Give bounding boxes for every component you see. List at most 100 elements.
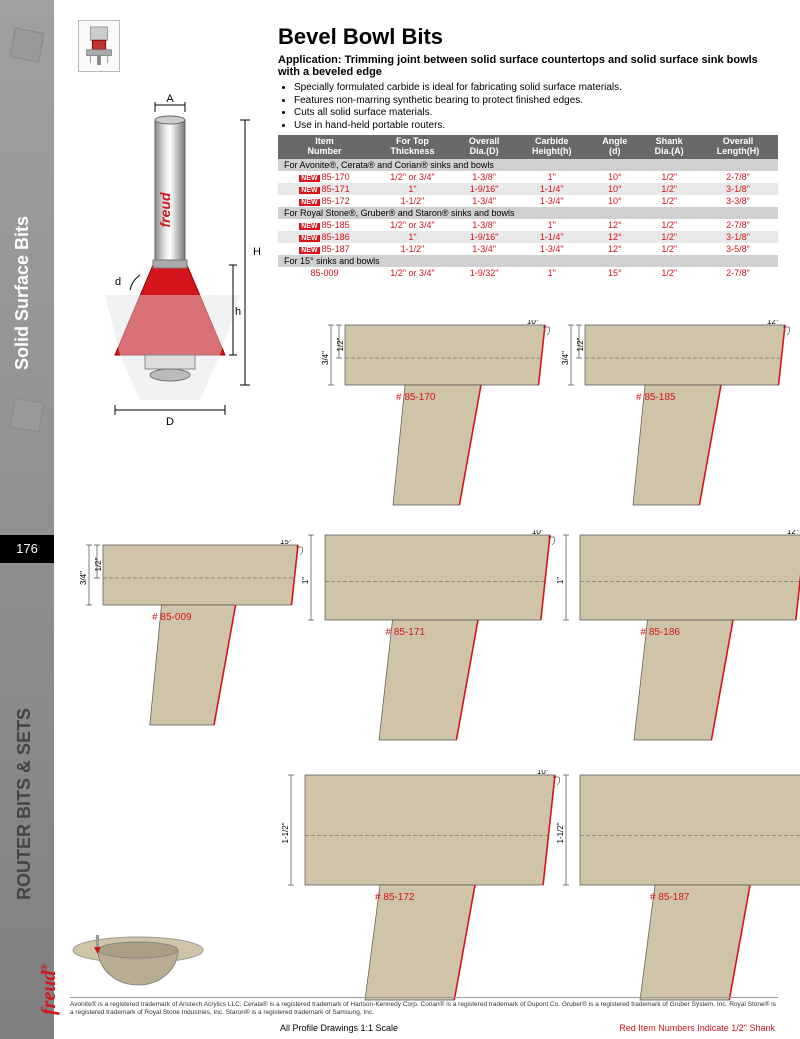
trademark-footnote: Avonite® is a registered trademark of Ar… <box>70 997 778 1017</box>
page-number: 176 <box>0 535 54 563</box>
table-cell: 12° <box>589 231 640 243</box>
bit-diagram: freud A H h d D <box>85 90 260 440</box>
table-cell: 1-3/4" <box>514 243 589 255</box>
table-cell: 3-5/8" <box>698 243 778 255</box>
table-cell: 1/2" <box>640 231 698 243</box>
category-icon <box>10 28 45 63</box>
profile-drawing: 12° 3/4" 1/2" # 85-185 <box>560 320 790 520</box>
svg-text:3/4": 3/4" <box>321 351 330 365</box>
svg-text:1-1/2": 1-1/2" <box>281 822 290 843</box>
table-cell: 1-1/4" <box>514 183 589 195</box>
svg-text:1-1/2": 1-1/2" <box>556 822 565 843</box>
sidebar-section-bottom: ROUTER BITS & SETS <box>14 708 35 900</box>
table-cell: 1/2" <box>640 171 698 183</box>
footer-shank-note: Red Item Numbers Indicate 1/2" Shank <box>619 1023 775 1033</box>
svg-text:H: H <box>253 246 260 258</box>
table-cell: 1/2" or 3/4" <box>371 171 454 183</box>
table-cell: 1-3/4" <box>514 195 589 207</box>
table-row: NEW85-1721-1/2"1-3/4"1-3/4"10°1/2"3-3/8" <box>278 195 778 207</box>
table-cell: 1-1/4" <box>514 231 589 243</box>
svg-text:10°: 10° <box>532 530 544 536</box>
page-title: Bevel Bowl Bits <box>278 24 778 50</box>
table-header: For TopThickness <box>371 135 454 159</box>
table-cell: 85-009 <box>278 267 371 279</box>
spec-table: ItemNumberFor TopThicknessOverallDia.(D)… <box>278 135 778 279</box>
table-cell: 1" <box>514 171 589 183</box>
table-row: NEW85-1701/2" or 3/4"1-3/8"1"10°1/2"2-7/… <box>278 171 778 183</box>
table-cell: 1-1/2" <box>371 195 454 207</box>
table-row: 85-0091/2" or 3/4"1-9/32"1"15°1/2"2-7/8" <box>278 267 778 279</box>
table-cell: 1-3/4" <box>454 195 514 207</box>
table-cell: NEW85-172 <box>278 195 371 207</box>
svg-text:1": 1" <box>556 577 565 584</box>
svg-text:10°: 10° <box>537 770 549 776</box>
category-icon <box>10 398 45 433</box>
svg-text:10°: 10° <box>527 320 539 326</box>
table-cell: 3-3/8" <box>698 195 778 207</box>
profile-id-label: # 85-187 <box>650 892 689 903</box>
table-cell: NEW85-170 <box>278 171 371 183</box>
profile-drawing: 10° 1-1/2" # 85-172 <box>280 770 560 1015</box>
feature-bullet: Features non-marring synthetic bearing t… <box>294 95 778 108</box>
svg-text:12°: 12° <box>767 320 779 326</box>
feature-bullet: Use in hand-held portable routers. <box>294 120 778 133</box>
svg-text:3/4": 3/4" <box>79 571 88 585</box>
profile-id-label: # 85-186 <box>641 627 680 638</box>
sidebar-section-top: Solid Surface Bits <box>12 216 33 370</box>
profile-drawing: 15° 3/4" 1/2" # 85-009 <box>78 540 303 740</box>
table-section-header: For 15° sinks and bowls <box>278 255 778 267</box>
table-cell: 1-9/32" <box>454 267 514 279</box>
profile-id-label: # 85-170 <box>396 392 435 403</box>
table-cell: 12° <box>589 243 640 255</box>
brand-logo: freud® <box>38 964 61 1015</box>
table-cell: 1-1/2" <box>371 243 454 255</box>
table-row: NEW85-1711"1-9/16"1-1/4"10°1/2"3-1/8" <box>278 183 778 195</box>
table-cell: 1" <box>514 219 589 231</box>
sidebar: Solid Surface Bits 176 ROUTER BITS & SET… <box>0 0 54 1039</box>
table-cell: 1/2" <box>640 243 698 255</box>
table-cell: NEW85-187 <box>278 243 371 255</box>
table-cell: 1/2" <box>640 195 698 207</box>
svg-text:A: A <box>166 93 174 105</box>
svg-text:1/2": 1/2" <box>336 337 345 351</box>
table-cell: NEW85-186 <box>278 231 371 243</box>
feature-bullets: Specially formulated carbide is ideal fo… <box>286 82 778 132</box>
table-cell: 15° <box>589 267 640 279</box>
svg-text:freud: freud <box>157 192 173 227</box>
table-header: OverallDia.(D) <box>454 135 514 159</box>
table-header: CarbideHeight(h) <box>514 135 589 159</box>
svg-text:1/2": 1/2" <box>94 557 103 571</box>
table-cell: 10° <box>589 183 640 195</box>
table-header: ShankDia.(A) <box>640 135 698 159</box>
profile-drawing: 10° 1" # 85-171 <box>300 530 555 755</box>
profile-drawing: 12° 1" # 85-186 <box>555 530 800 755</box>
bowl-illustration <box>68 930 208 1000</box>
table-cell: 1-3/4" <box>454 243 514 255</box>
table-row: NEW85-1861"1-9/16"1-1/4"12°1/2"3-1/8" <box>278 231 778 243</box>
table-section-header: For Avonite®, Cerata® and Corian® sinks … <box>278 159 778 171</box>
table-header: ItemNumber <box>278 135 371 159</box>
router-icon <box>78 20 120 72</box>
table-cell: 2-7/8" <box>698 171 778 183</box>
table-cell: 1-3/8" <box>454 171 514 183</box>
profile-drawing: 12° 1-1/2" # 85-187 <box>555 770 800 1015</box>
svg-text:3/4": 3/4" <box>561 351 570 365</box>
svg-text:12°: 12° <box>787 530 799 536</box>
table-row: NEW85-1871-1/2"1-3/4"1-3/4"12°1/2"3-5/8" <box>278 243 778 255</box>
table-cell: 3-1/8" <box>698 183 778 195</box>
table-cell: 2-7/8" <box>698 219 778 231</box>
feature-bullet: Specially formulated carbide is ideal fo… <box>294 82 778 95</box>
table-cell: 1-9/16" <box>454 183 514 195</box>
profile-id-label: # 85-009 <box>152 612 191 623</box>
table-cell: 12° <box>589 219 640 231</box>
svg-text:h: h <box>235 306 241 318</box>
table-cell: 1" <box>514 267 589 279</box>
table-row: NEW85-1851/2" or 3/4"1-3/8"1"12°1/2"2-7/… <box>278 219 778 231</box>
table-cell: 1/2" or 3/4" <box>371 267 454 279</box>
svg-text:d: d <box>115 276 121 288</box>
table-cell: NEW85-171 <box>278 183 371 195</box>
table-cell: 2-7/8" <box>698 267 778 279</box>
profile-id-label: # 85-171 <box>386 627 425 638</box>
table-section-header: For Royal Stone®, Gruber® and Staron® si… <box>278 207 778 219</box>
table-cell: 1" <box>371 183 454 195</box>
